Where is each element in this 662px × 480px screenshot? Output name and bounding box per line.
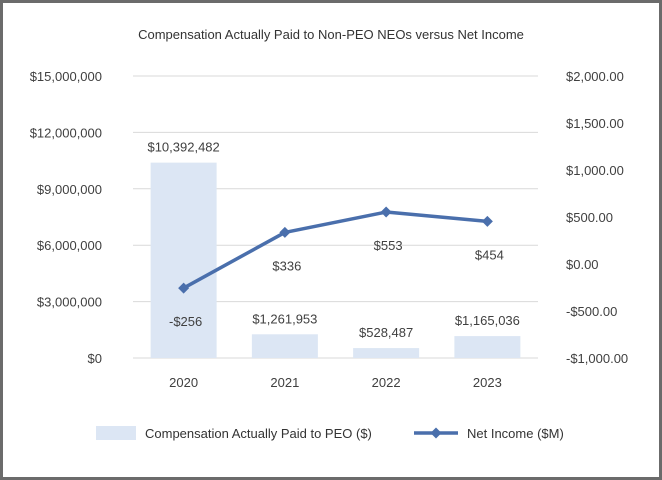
bar-series: $10,392,482 $1,261,953 $528,487 $1,165,036: [147, 140, 521, 358]
line-path: [182, 210, 488, 290]
bar-data-label: $1,165,036: [455, 313, 520, 328]
x-tick-label: 2020: [169, 375, 198, 390]
bar: [251, 334, 318, 358]
line-marker: [481, 215, 493, 227]
line-marker: [178, 282, 190, 294]
y-left-tick-label: $9,000,000: [37, 182, 102, 197]
x-tick-label: 2023: [473, 375, 502, 390]
line-marker: [380, 206, 392, 218]
legend-swatch-bar: [96, 426, 136, 440]
legend-label-bar: Compensation Actually Paid to PEO ($): [145, 426, 372, 441]
y-right-tick-label: $0.00: [566, 257, 599, 272]
bar-data-label: $528,487: [359, 325, 413, 340]
legend-swatch-marker: [430, 427, 442, 439]
y-left-tick-label: $15,000,000: [30, 69, 102, 84]
legend-label-line: Net Income ($M): [467, 426, 564, 441]
bar: [150, 162, 217, 358]
axes: $0 $3,000,000 $6,000,000 $9,000,000 $12,000,…: [30, 69, 628, 390]
x-tick-label: 2021: [270, 375, 299, 390]
x-tick-label: 2022: [372, 375, 401, 390]
bar-data-label: $1,261,953: [252, 311, 317, 326]
line-data-label: $454: [475, 247, 504, 262]
bar: [454, 336, 521, 358]
line-series: -$256 $336 $553 $454: [169, 206, 504, 329]
y-right-tick-label: -$1,000.00: [566, 351, 628, 366]
y-left-tick-label: $6,000,000: [37, 238, 102, 253]
chart-title: Compensation Actually Paid to Non-PEO NE…: [138, 27, 524, 42]
y-left-tick-label: $12,000,000: [30, 125, 102, 140]
line-marker: [279, 226, 291, 238]
line-data-label: $336: [272, 258, 301, 273]
line-data-label: -$256: [169, 314, 202, 329]
y-right-tick-label: -$500.00: [566, 304, 617, 319]
bar: [353, 348, 420, 358]
y-right-tick-label: $2,000.00: [566, 69, 624, 84]
y-left-tick-label: $3,000,000: [37, 295, 102, 310]
y-left-tick-label: $0: [88, 351, 102, 366]
line-data-label: $553: [374, 238, 403, 253]
y-right-tick-label: $1,500.00: [566, 116, 624, 131]
y-right-tick-label: $500.00: [566, 210, 613, 225]
y-right-tick-label: $1,000.00: [566, 163, 624, 178]
bar-data-label: $10,392,482: [147, 140, 219, 155]
legend: Compensation Actually Paid to PEO ($) Net…: [96, 426, 564, 441]
